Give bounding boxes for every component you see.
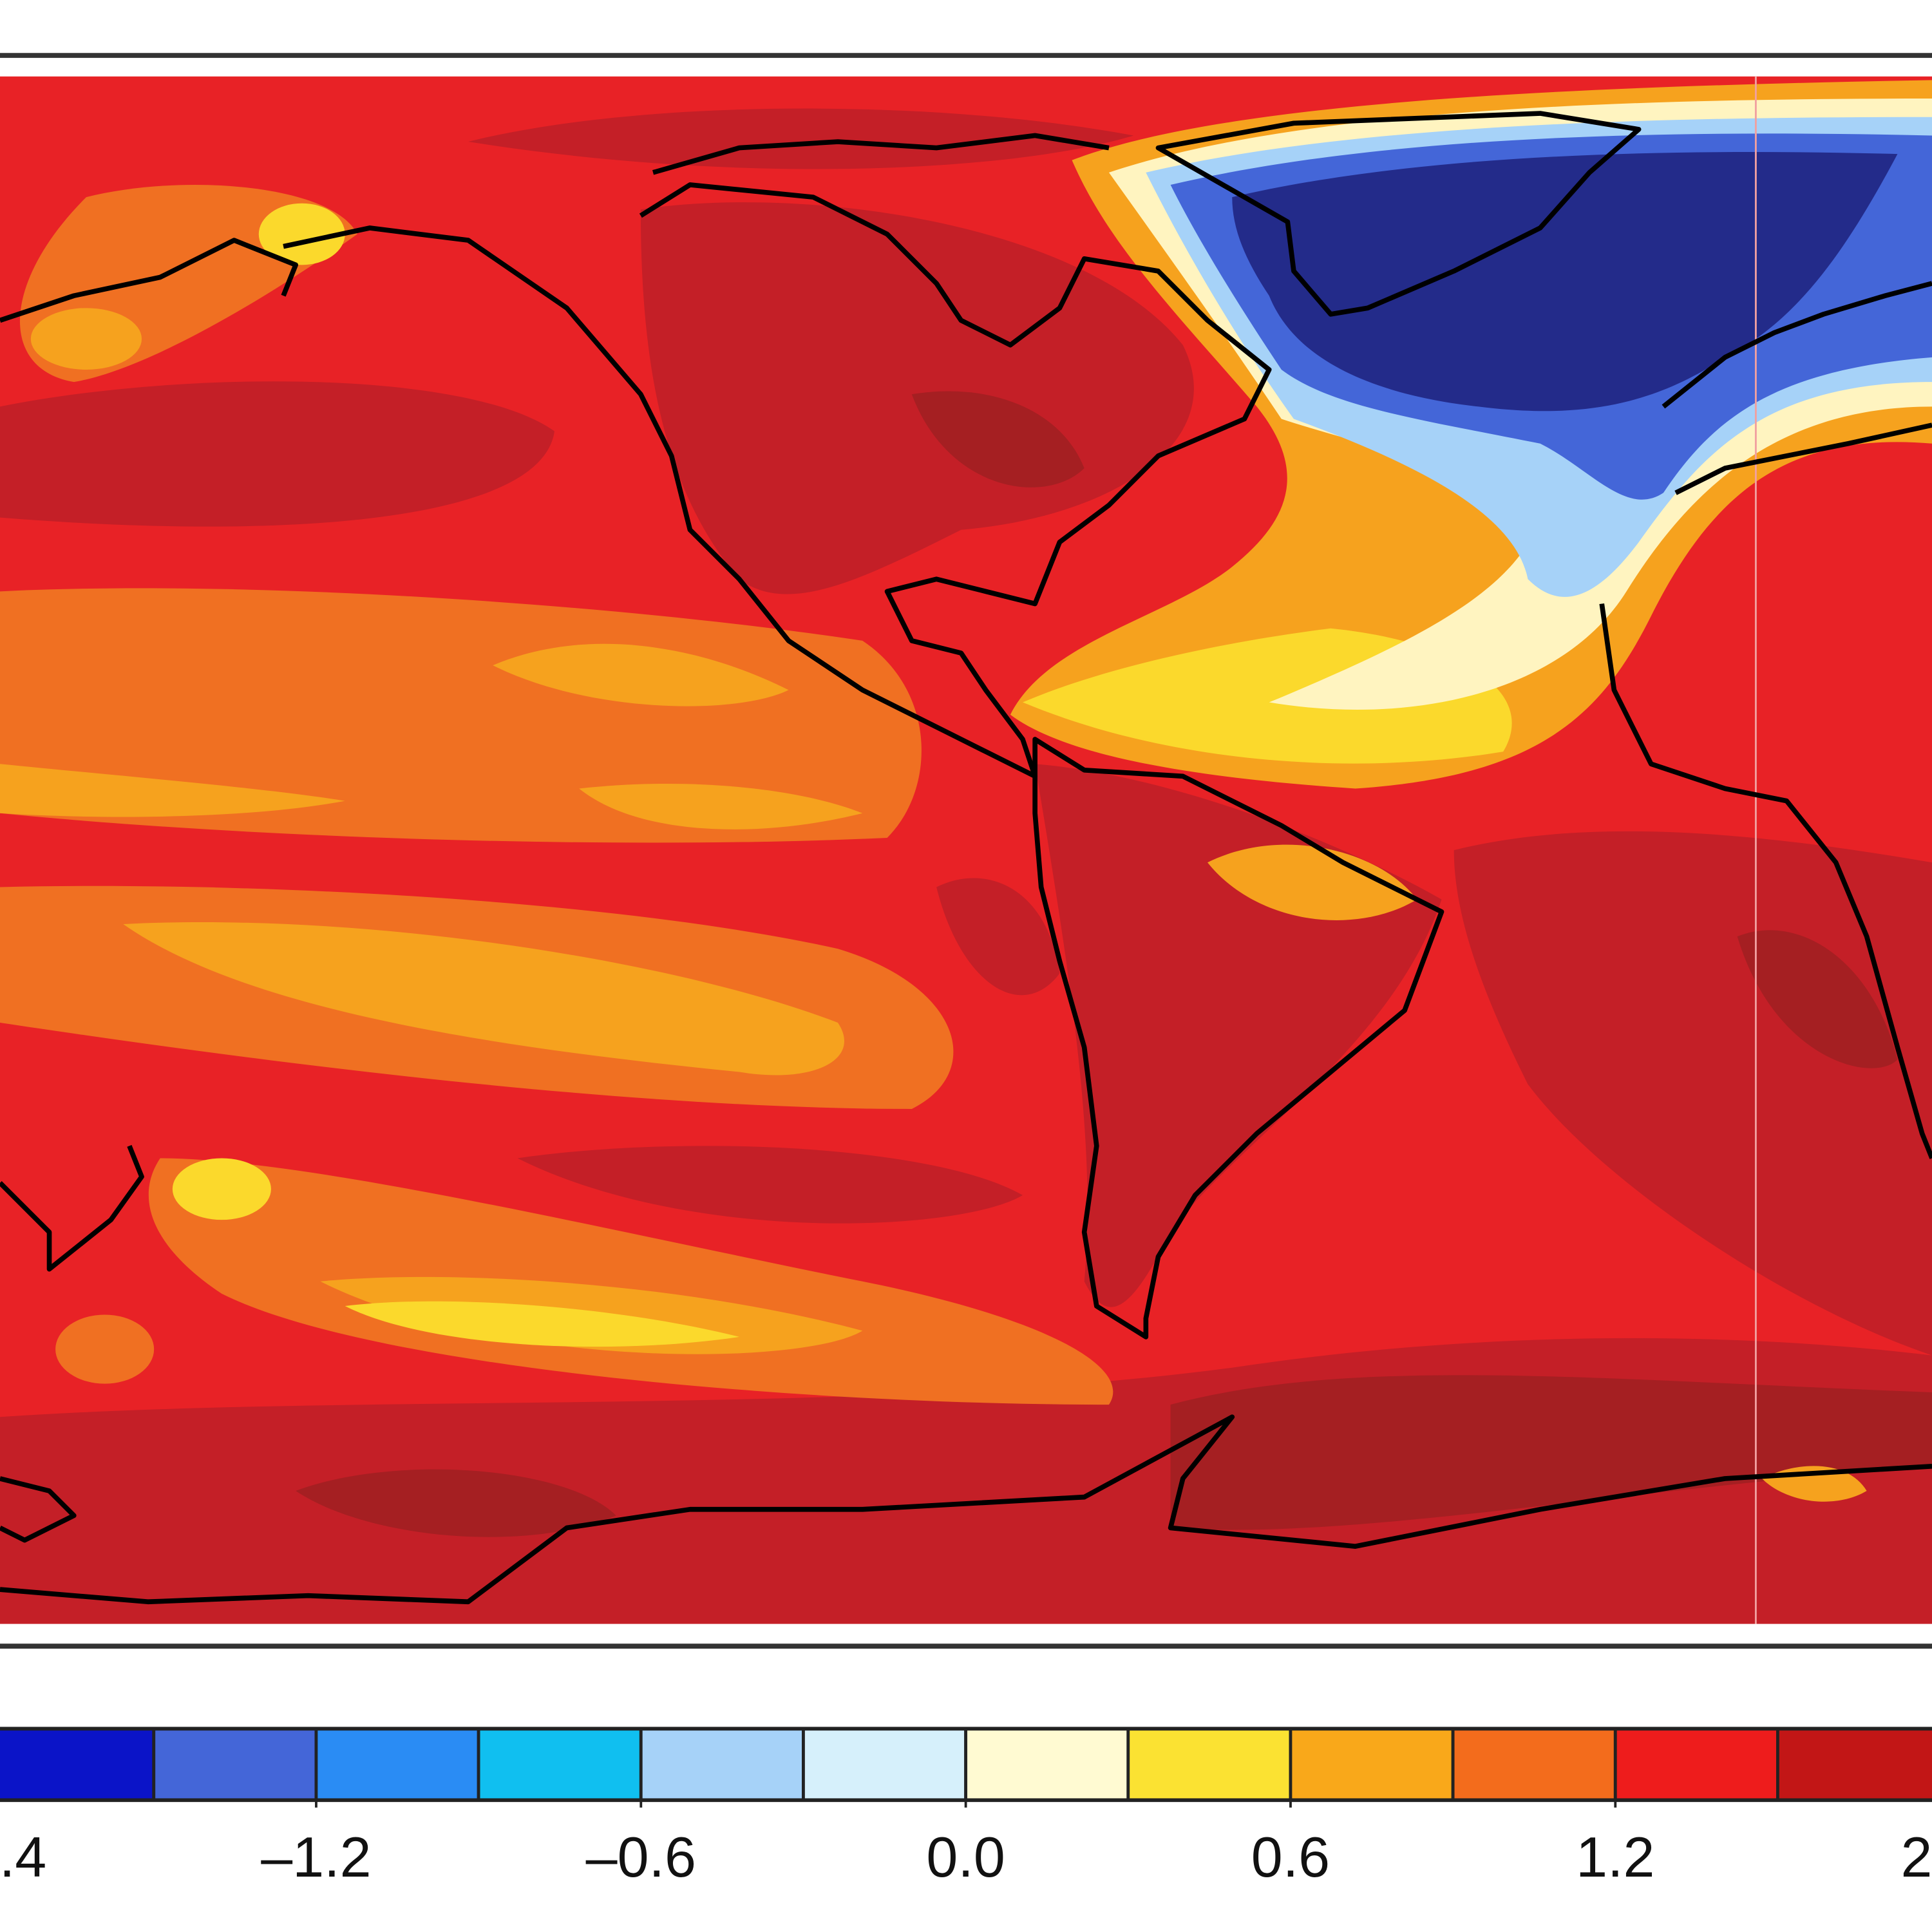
darkest-region bbox=[1170, 1375, 1932, 1530]
gold-region bbox=[493, 643, 789, 706]
dark-region bbox=[0, 381, 554, 527]
colorbar-bin bbox=[1289, 1727, 1455, 1802]
coastline bbox=[1662, 281, 1932, 495]
gold-region bbox=[0, 764, 345, 817]
colorbar-bin bbox=[152, 1727, 318, 1802]
colorbar-tick-label: –1.2 bbox=[261, 1825, 371, 1889]
yellow-region bbox=[345, 1301, 739, 1347]
coastline bbox=[652, 133, 1110, 175]
colorbar-bin bbox=[477, 1727, 643, 1802]
coastline bbox=[0, 182, 1272, 779]
gold-region bbox=[30, 308, 142, 370]
colorbar-tick-label: 2.4 bbox=[1900, 1825, 1932, 1889]
colorbar-bin bbox=[0, 1727, 156, 1802]
colorbar-bin bbox=[1126, 1727, 1293, 1802]
orange-region bbox=[55, 1314, 155, 1384]
map bbox=[0, 76, 1932, 1624]
dark-region bbox=[468, 108, 1134, 169]
dark-region bbox=[517, 1146, 1023, 1224]
dark-region bbox=[936, 878, 1060, 996]
dark-blue-region bbox=[1232, 152, 1898, 412]
gold-region bbox=[1208, 844, 1417, 920]
darkest-region bbox=[296, 1469, 616, 1537]
colorbar-bin bbox=[639, 1727, 805, 1802]
darkest-region bbox=[911, 391, 1084, 488]
coastline bbox=[1599, 603, 1932, 1159]
colorbar-bin bbox=[964, 1727, 1130, 1802]
coastline bbox=[1155, 111, 1642, 317]
colorbar-tick-label: –2.4 bbox=[0, 1825, 46, 1889]
colorbar-tick-label: 1.2 bbox=[1576, 1825, 1654, 1889]
darkest-region bbox=[1737, 930, 1898, 1068]
yellow-region bbox=[258, 203, 345, 265]
coastline bbox=[0, 1476, 77, 1543]
colorbar-bin bbox=[1451, 1727, 1617, 1802]
yellow-region bbox=[172, 1158, 271, 1220]
coastline bbox=[0, 1144, 144, 1272]
colorbar-bin bbox=[314, 1727, 480, 1802]
coastline bbox=[0, 1414, 1932, 1605]
colorbar-tick-label: 0.0 bbox=[926, 1825, 1005, 1889]
gold-region bbox=[123, 922, 844, 1075]
orange-region bbox=[0, 588, 922, 843]
colorbar-tick-label: –0.6 bbox=[586, 1825, 696, 1889]
gold-region bbox=[579, 783, 863, 829]
orange-region bbox=[148, 1158, 1113, 1405]
colorbar-bin bbox=[1776, 1727, 1932, 1802]
colorbar: –2.4 –1.2 –0.6 0.0 0.6 1.2 2.4 bbox=[0, 1727, 1932, 1889]
colorbar-tick-label: 0.6 bbox=[1251, 1825, 1330, 1889]
coastline bbox=[1032, 737, 1444, 1340]
colorbar-bin bbox=[802, 1727, 968, 1802]
colorbar-bin bbox=[1613, 1727, 1779, 1802]
